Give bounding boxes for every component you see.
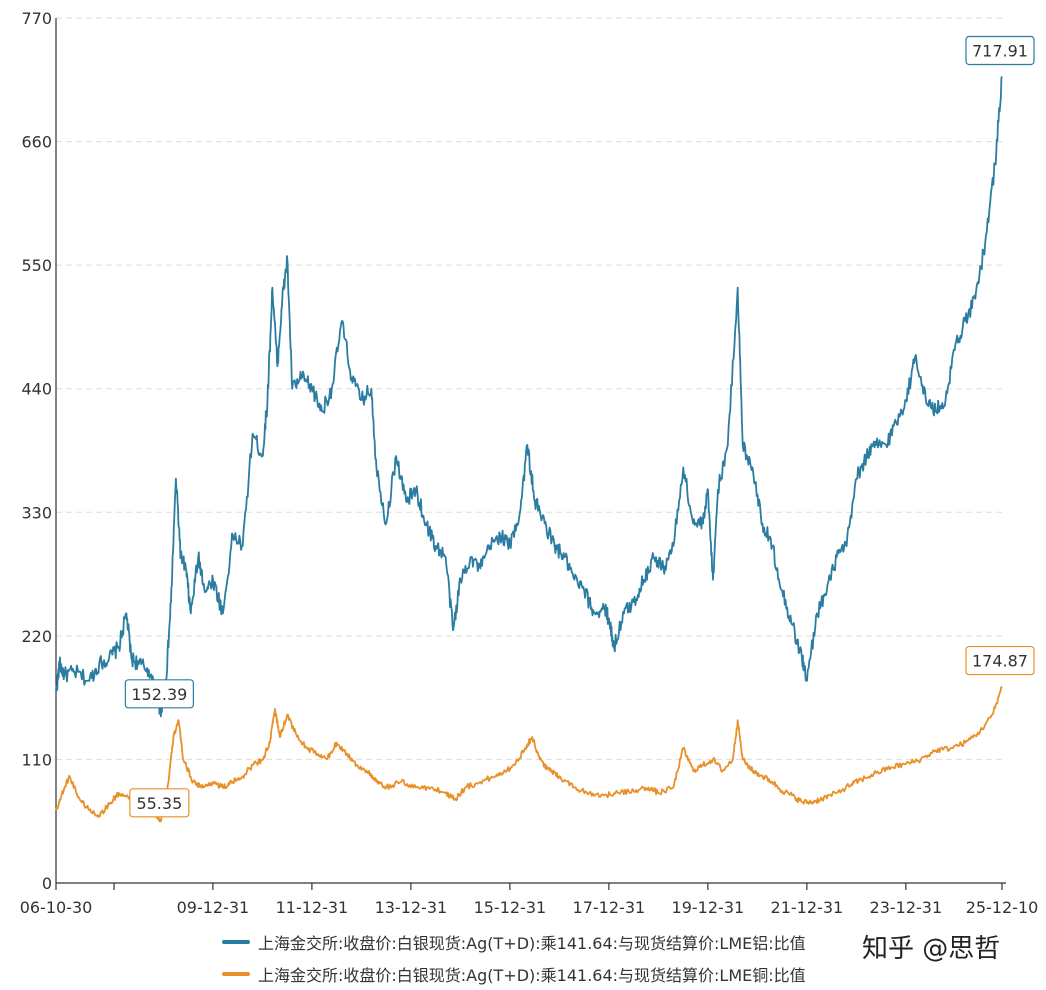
y-tick-label: 770 [21,9,52,28]
callout-box [965,35,1035,66]
axes: 0 110 220 330 440 550 660 770 06-10-30 09-12-31 11… [20,9,1039,917]
value-callout: 717.91 [965,35,1035,66]
legend: 上海金交所:收盘价:白银现货:Ag(T+D):乘141.64:与现货结算价:LM… [222,926,806,990]
legend-item-aluminium-ratio[interactable]: 上海金交所:收盘价:白银现货:Ag(T+D):乘141.64:与现货结算价:LM… [222,926,806,958]
legend-label: 上海金交所:收盘价:白银现货:Ag(T+D):乘141.64:与现货结算价:LM… [258,934,806,953]
callout-box [129,788,190,818]
grid-lines [56,17,1002,760]
legend-swatch-blue [222,940,250,944]
value-callout: 174.87 [965,645,1035,676]
x-tick-label: 11-12-31 [276,898,349,917]
value-callout: 152.39 [124,679,194,709]
x-tick-label: 13-12-31 [375,898,448,917]
x-tick-label: 17-12-31 [573,898,646,917]
value-callouts: 152.39 717.91 55.35 174.87 [124,35,1035,818]
x-tick-label: 15-12-31 [474,898,547,917]
y-tick-label: 110 [21,750,52,769]
y-tick-label: 0 [42,874,52,893]
x-tick-label: 23-12-31 [870,898,943,917]
legend-item-copper-ratio[interactable]: 上海金交所:收盘价:白银现货:Ag(T+D):乘141.64:与现货结算价:LM… [222,958,806,990]
callout-label: 174.87 [972,652,1028,671]
y-tick-label: 220 [21,627,52,646]
legend-label: 上海金交所:收盘价:白银现货:Ag(T+D):乘141.64:与现货结算价:LM… [258,966,806,985]
y-tick-label: 660 [21,133,52,152]
callout-label: 55.35 [136,794,182,813]
series-lines [55,76,1003,823]
x-tick-label: 25-12-10 [966,898,1039,917]
series-line-aluminium-ratio [55,76,1003,718]
callout-label: 152.39 [131,685,187,704]
x-tick-label: 09-12-31 [177,898,250,917]
callout-label: 717.91 [972,42,1028,61]
x-tick-label: 19-12-31 [672,898,745,917]
callout-box [124,679,194,709]
watermark: 知乎 @思哲 [862,934,1001,964]
legend-swatch-orange [222,972,250,976]
x-tick-label: 06-10-30 [20,898,93,917]
callout-box [965,645,1035,676]
series-line-copper-ratio [55,685,1003,823]
y-tick-label: 550 [21,256,52,275]
y-tick-label: 330 [21,503,52,522]
y-tick-label: 440 [21,380,52,399]
x-tick-label: 21-12-31 [771,898,844,917]
value-callout: 55.35 [129,788,190,818]
